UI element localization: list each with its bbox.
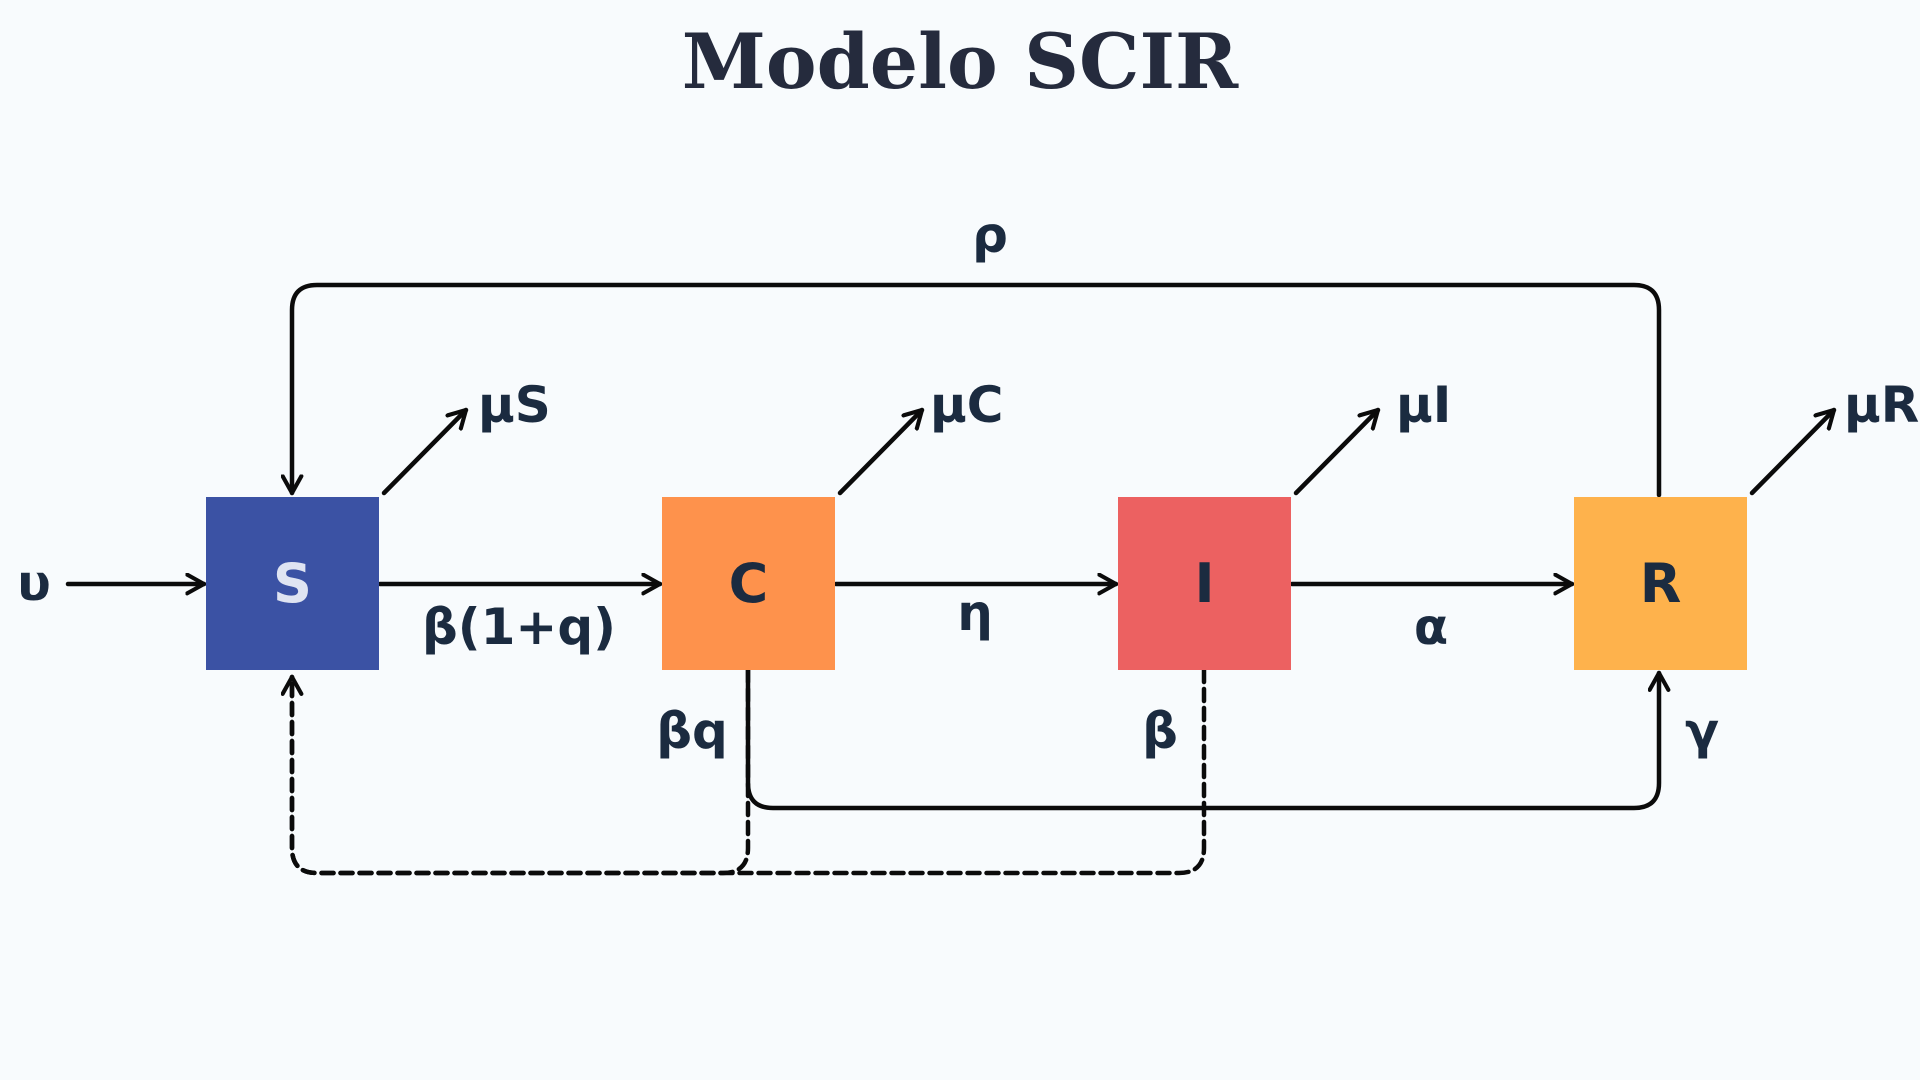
compartment-r-box bbox=[1574, 497, 1747, 670]
arrow-r-to-s bbox=[292, 282, 1662, 498]
rate-death-c-label: μC bbox=[930, 376, 1004, 434]
compartment-i-box bbox=[1118, 497, 1291, 670]
rate-death-r-label: μR bbox=[1844, 376, 1919, 434]
compartment-s-box bbox=[206, 497, 379, 670]
rate-i-feedback-label: β bbox=[1142, 702, 1178, 760]
dashed-feedback-from-c bbox=[289, 667, 751, 876]
rate-recovery-label: γ bbox=[1685, 702, 1719, 760]
rate-s-to-c-label: β(1+q) bbox=[422, 598, 616, 656]
arrow-death-s bbox=[381, 407, 469, 496]
compartment-c-label: C bbox=[729, 552, 769, 615]
arrow-c-to-r bbox=[745, 667, 1659, 811]
compartment-i: I bbox=[1118, 497, 1291, 670]
compartment-s-label: S bbox=[273, 552, 312, 615]
rate-c-to-r-label: βq bbox=[656, 702, 728, 760]
compartment-i-label: I bbox=[1194, 552, 1214, 615]
diagram-title: Modelo SCIR bbox=[682, 17, 1239, 106]
compartment-c-box bbox=[662, 497, 835, 670]
dashed-feedback-from-i bbox=[292, 667, 1207, 876]
compartment-r-label: R bbox=[1640, 552, 1682, 615]
rate-i-to-r-label: α bbox=[1414, 598, 1448, 656]
compartment-r: R bbox=[1574, 497, 1747, 670]
compartment-s: S bbox=[206, 497, 379, 670]
arrow-death-c bbox=[837, 407, 925, 496]
rate-r-to-s-label: ρ bbox=[972, 206, 1008, 264]
arrow-death-r bbox=[1749, 407, 1837, 496]
compartment-c: C bbox=[662, 497, 835, 670]
rate-inflow-label: υ bbox=[17, 554, 51, 612]
arrow-death-i bbox=[1293, 407, 1381, 496]
rate-c-to-i-label: η bbox=[957, 584, 993, 642]
rate-death-i-label: μI bbox=[1396, 376, 1451, 434]
rate-death-s-label: μS bbox=[478, 376, 551, 434]
